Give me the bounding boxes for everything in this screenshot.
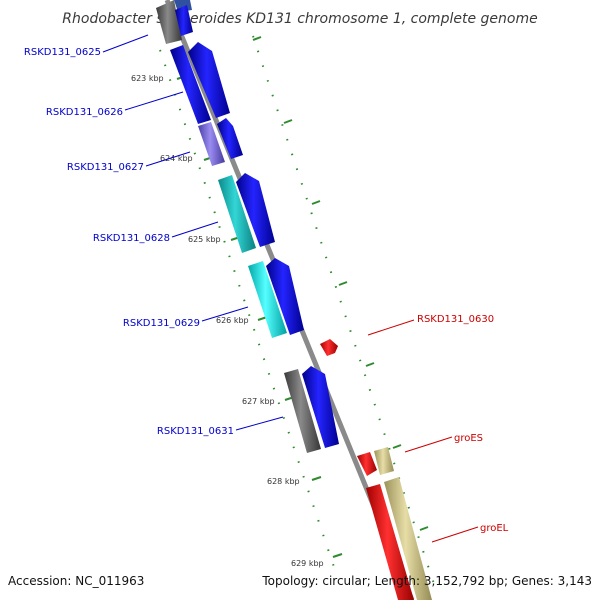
- map-title: Rhodobacter sphaeroides KD131 chromosome…: [62, 11, 537, 27]
- gene-rskd131-0627-forward[interactable]: [217, 118, 243, 159]
- label-rskd131-0626[interactable]: RSKD131_0626: [46, 107, 123, 118]
- ruler-label-625: 625 kbp: [188, 235, 221, 244]
- gene-rskd131-0630[interactable]: [320, 339, 338, 356]
- ruler-track-lower: [159, 49, 336, 571]
- label-rskd131-0628[interactable]: RSKD131_0628: [93, 233, 170, 244]
- ruler-tick-628: [311, 476, 322, 481]
- label-groel[interactable]: groEL: [480, 523, 509, 534]
- gene-rskd131-0627[interactable]: [198, 122, 225, 166]
- ruler-track-upper: [252, 35, 437, 591]
- gene-groes-khaki[interactable]: [374, 447, 394, 475]
- label-rskd131-0627[interactable]: RSKD131_0627: [67, 162, 144, 173]
- label-rskd131-0625[interactable]: RSKD131_0625: [24, 47, 101, 58]
- ruler-tick-629: [332, 553, 343, 558]
- gene-rskd131-0628-forward[interactable]: [236, 173, 275, 247]
- gene-rskd131-0626[interactable]: [188, 42, 230, 118]
- leader-rskd131-0629: [201, 306, 249, 322]
- leader-rskd131-0630: [367, 319, 415, 336]
- ruler-label-623: 623 kbp: [131, 74, 164, 83]
- gene-rskd131-0626-left[interactable]: [170, 45, 211, 124]
- gene-groel-khaki[interactable]: [384, 477, 432, 600]
- topology-text: Topology: circular; Length: 3,152,792 bp…: [261, 574, 592, 588]
- ruler-tick-upper-3: [311, 200, 321, 205]
- ruler-tick-upper-7: [419, 526, 429, 531]
- accession-text: Accession: NC_011963: [8, 574, 144, 588]
- label-rskd131-0630[interactable]: RSKD131_0630: [417, 314, 494, 325]
- ruler-tick-upper-2: [283, 119, 293, 124]
- leader-rskd131-0631: [235, 416, 284, 431]
- leader-rskd131-0626: [124, 91, 184, 111]
- label-rskd131-0629[interactable]: RSKD131_0629: [123, 318, 200, 329]
- ruler-tick-upper-4: [338, 281, 348, 286]
- ruler-label-624: 624 kbp: [160, 154, 193, 163]
- ruler-label-627: 627 kbp: [242, 397, 275, 406]
- ruler-tick-upper-5: [365, 362, 375, 367]
- ruler-label-626: 626 kbp: [216, 316, 249, 325]
- gene-groel[interactable]: [366, 484, 414, 600]
- leader-rskd131-0628: [171, 221, 219, 238]
- gene-rskd131-0631[interactable]: [284, 369, 321, 453]
- leader-rskd131-0627: [145, 151, 191, 167]
- label-rskd131-0631[interactable]: RSKD131_0631: [157, 426, 234, 437]
- gene-rskd131-0629-forward[interactable]: [266, 258, 304, 335]
- leader-groes: [404, 436, 453, 453]
- ruler-tick-upper-1: [252, 36, 262, 41]
- gene-rskd131-0629[interactable]: [248, 261, 287, 338]
- leader-rskd131-0625: [102, 34, 149, 53]
- ruler-label-629: 629 kbp: [291, 559, 324, 568]
- leader-groel: [431, 526, 479, 543]
- gene-groes[interactable]: [357, 452, 377, 476]
- ruler-label-628: 628 kbp: [267, 477, 300, 486]
- gene-rskd131-0628[interactable]: [218, 175, 256, 253]
- gene-rskd131-0631-forward[interactable]: [302, 366, 339, 448]
- ruler-tick-upper-6: [392, 444, 402, 449]
- label-groes[interactable]: groES: [454, 433, 483, 444]
- gene-rskd131-0625-forward[interactable]: [175, 5, 193, 36]
